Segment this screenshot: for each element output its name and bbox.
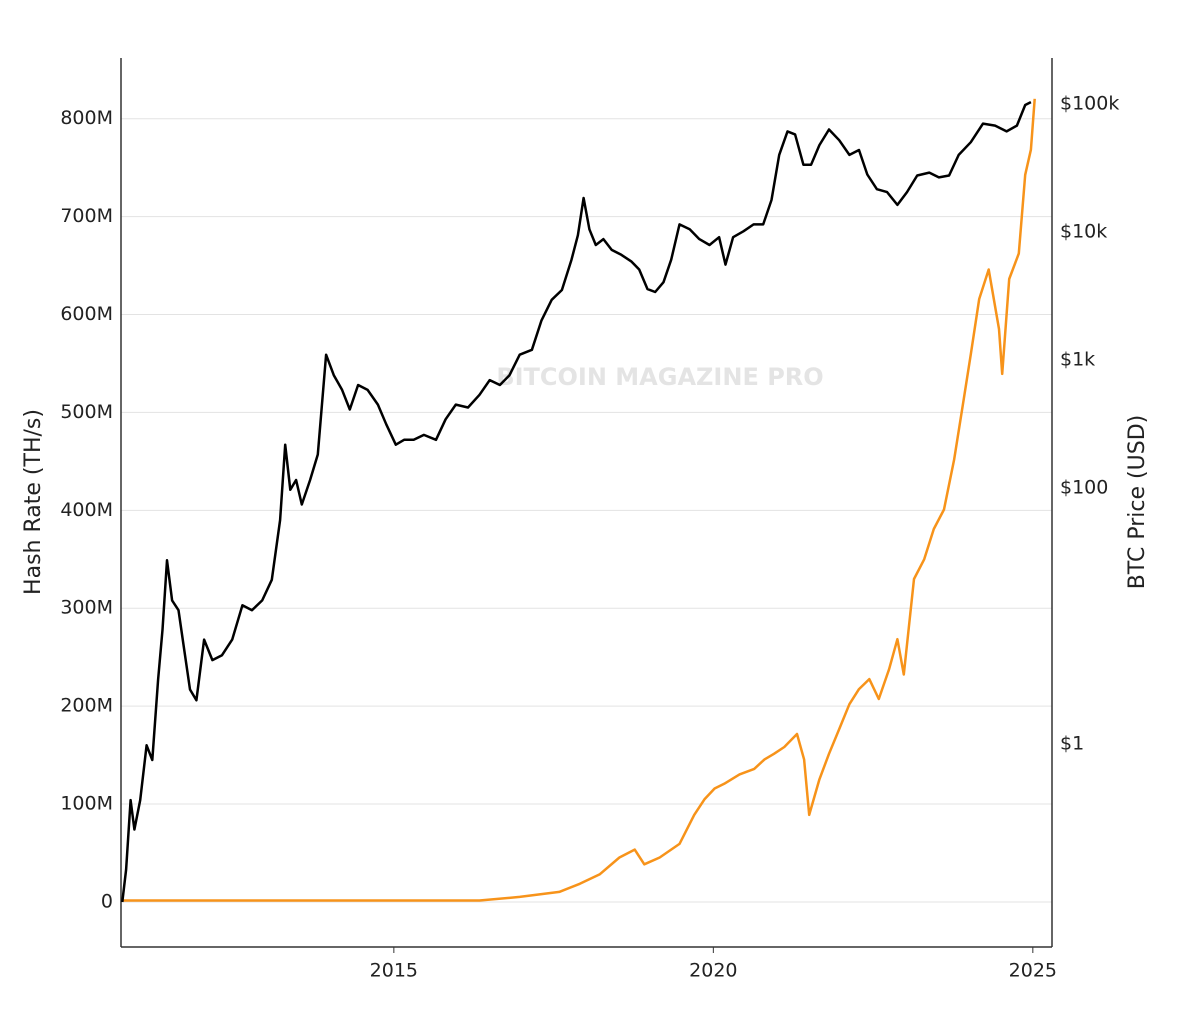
y-tick-label: 0 xyxy=(101,890,113,912)
y2-tick-label: $100 xyxy=(1060,477,1108,499)
series-line xyxy=(122,98,1036,902)
y-tick-label: 400M xyxy=(60,499,113,521)
y-tick-label: 800M xyxy=(60,107,113,129)
y2-tick-label: $100k xyxy=(1060,93,1119,115)
y-tick-label: 200M xyxy=(60,695,113,717)
y-tick-label: 600M xyxy=(60,303,113,325)
y-tick-label: 500M xyxy=(60,401,113,423)
watermark: BITCOIN MAGAZINE PRO xyxy=(496,363,823,391)
x-tick-label: 2025 xyxy=(1009,960,1057,982)
x-tick-label: 2015 xyxy=(370,960,418,982)
series-line xyxy=(121,100,1032,903)
y2-axis-title: BTC Price (USD) xyxy=(1125,415,1150,589)
y-tick-label: 700M xyxy=(60,205,113,227)
x-tick-label: 2020 xyxy=(689,960,737,982)
y2-tick-label: $10k xyxy=(1060,221,1107,243)
y-axis-title: Hash Rate (TH/s) xyxy=(21,409,46,595)
y-tick-label: 100M xyxy=(60,793,113,815)
y-tick-label: 300M xyxy=(60,597,113,619)
y2-tick-label: $1 xyxy=(1060,733,1084,755)
y2-tick-label: $1k xyxy=(1060,349,1095,371)
